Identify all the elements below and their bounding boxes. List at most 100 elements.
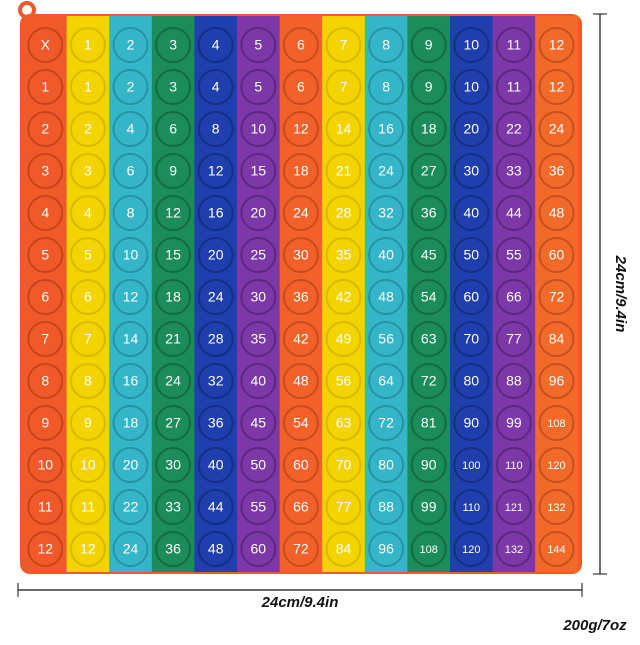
bubble	[69, 321, 106, 357]
bubble	[538, 153, 575, 189]
bubble	[282, 27, 319, 63]
bubble	[325, 447, 362, 483]
bubble	[197, 111, 234, 147]
bubble	[325, 27, 362, 63]
cell-number: 10	[464, 79, 480, 95]
cell-number: 48	[378, 289, 394, 305]
cell-number: 27	[421, 163, 437, 179]
bubble	[112, 195, 149, 231]
bubble	[155, 153, 192, 189]
cell-number: 9	[84, 415, 92, 431]
bubble	[538, 27, 575, 63]
bubble	[69, 111, 106, 147]
height-label: 24cm/9.4in	[612, 255, 629, 333]
bubble	[282, 111, 319, 147]
cell-number: 12	[549, 37, 565, 53]
bubble	[27, 27, 64, 63]
cell-number: 12	[38, 541, 54, 557]
cell-number: 99	[421, 499, 437, 515]
bubble	[368, 153, 405, 189]
cell-number: 56	[378, 331, 394, 347]
width-label: 24cm/9.4in	[261, 594, 339, 611]
cell-number: 72	[378, 415, 394, 431]
bubble	[69, 363, 106, 399]
bubble	[495, 363, 532, 399]
bubble	[240, 363, 277, 399]
cell-number: 9	[425, 37, 433, 53]
bubble	[368, 489, 405, 525]
width-dimension: 24cm/9.4in	[17, 583, 583, 611]
cell-number: 14	[336, 121, 352, 137]
cell-number: 28	[336, 205, 352, 221]
cell-number: 5	[254, 37, 262, 53]
bubble	[453, 237, 490, 273]
bubble	[112, 447, 149, 483]
bubble	[368, 531, 405, 567]
cell-number: 40	[464, 205, 480, 221]
cell-number: 11	[38, 499, 53, 515]
cell-number: 77	[506, 331, 522, 347]
bubble	[410, 447, 447, 483]
bubble	[325, 405, 362, 441]
cell-number: 4	[212, 79, 220, 95]
bubble	[240, 111, 277, 147]
cell-number: 50	[464, 247, 480, 263]
bubble	[495, 153, 532, 189]
cell-number: 25	[251, 247, 267, 263]
cell-number: 90	[464, 415, 480, 431]
bubble	[197, 27, 234, 63]
bubble	[410, 405, 447, 441]
bubble	[197, 363, 234, 399]
bubble	[410, 279, 447, 315]
bubble	[240, 69, 277, 105]
cell-number: 20	[464, 121, 480, 137]
bubble	[495, 195, 532, 231]
cell-number: 100	[462, 460, 480, 472]
bubble	[69, 531, 106, 567]
cell-number: 28	[208, 331, 224, 347]
bubble	[410, 321, 447, 357]
bubble	[453, 489, 490, 525]
bubble	[155, 405, 192, 441]
bubble	[325, 237, 362, 273]
cell-number: 16	[208, 205, 224, 221]
bubble	[155, 531, 192, 567]
cell-number: 7	[41, 331, 49, 347]
cell-number: 22	[506, 121, 522, 137]
cell-number: 81	[421, 415, 437, 431]
cell-number: 10	[123, 247, 139, 263]
cell-number: 30	[293, 247, 309, 263]
bubble	[112, 237, 149, 273]
bubble	[112, 279, 149, 315]
cell-number: 9	[41, 415, 49, 431]
bubble	[155, 363, 192, 399]
bubble	[453, 69, 490, 105]
bubble	[197, 489, 234, 525]
bubble	[538, 405, 575, 441]
cell-number: 5	[84, 247, 92, 263]
bubble	[282, 321, 319, 357]
bubble	[155, 279, 192, 315]
bubble	[155, 321, 192, 357]
cell-number: 18	[293, 163, 309, 179]
bubble	[240, 405, 277, 441]
bubble	[325, 489, 362, 525]
cell-number: 64	[378, 373, 394, 389]
bubble	[368, 321, 405, 357]
cell-number: 8	[212, 121, 220, 137]
bubble	[495, 69, 532, 105]
bubble	[325, 279, 362, 315]
bubble	[155, 237, 192, 273]
cell-number: 132	[547, 502, 565, 514]
cell-number: 60	[464, 289, 480, 305]
bubble	[27, 447, 64, 483]
cell-number: 6	[169, 121, 177, 137]
bubble	[155, 447, 192, 483]
cell-number: 6	[84, 289, 92, 305]
cell-number: 12	[165, 205, 181, 221]
cell-number: 7	[340, 37, 348, 53]
cell-number: 96	[378, 541, 394, 557]
bubble	[27, 531, 64, 567]
cell-number: 80	[464, 373, 480, 389]
bubble	[368, 279, 405, 315]
